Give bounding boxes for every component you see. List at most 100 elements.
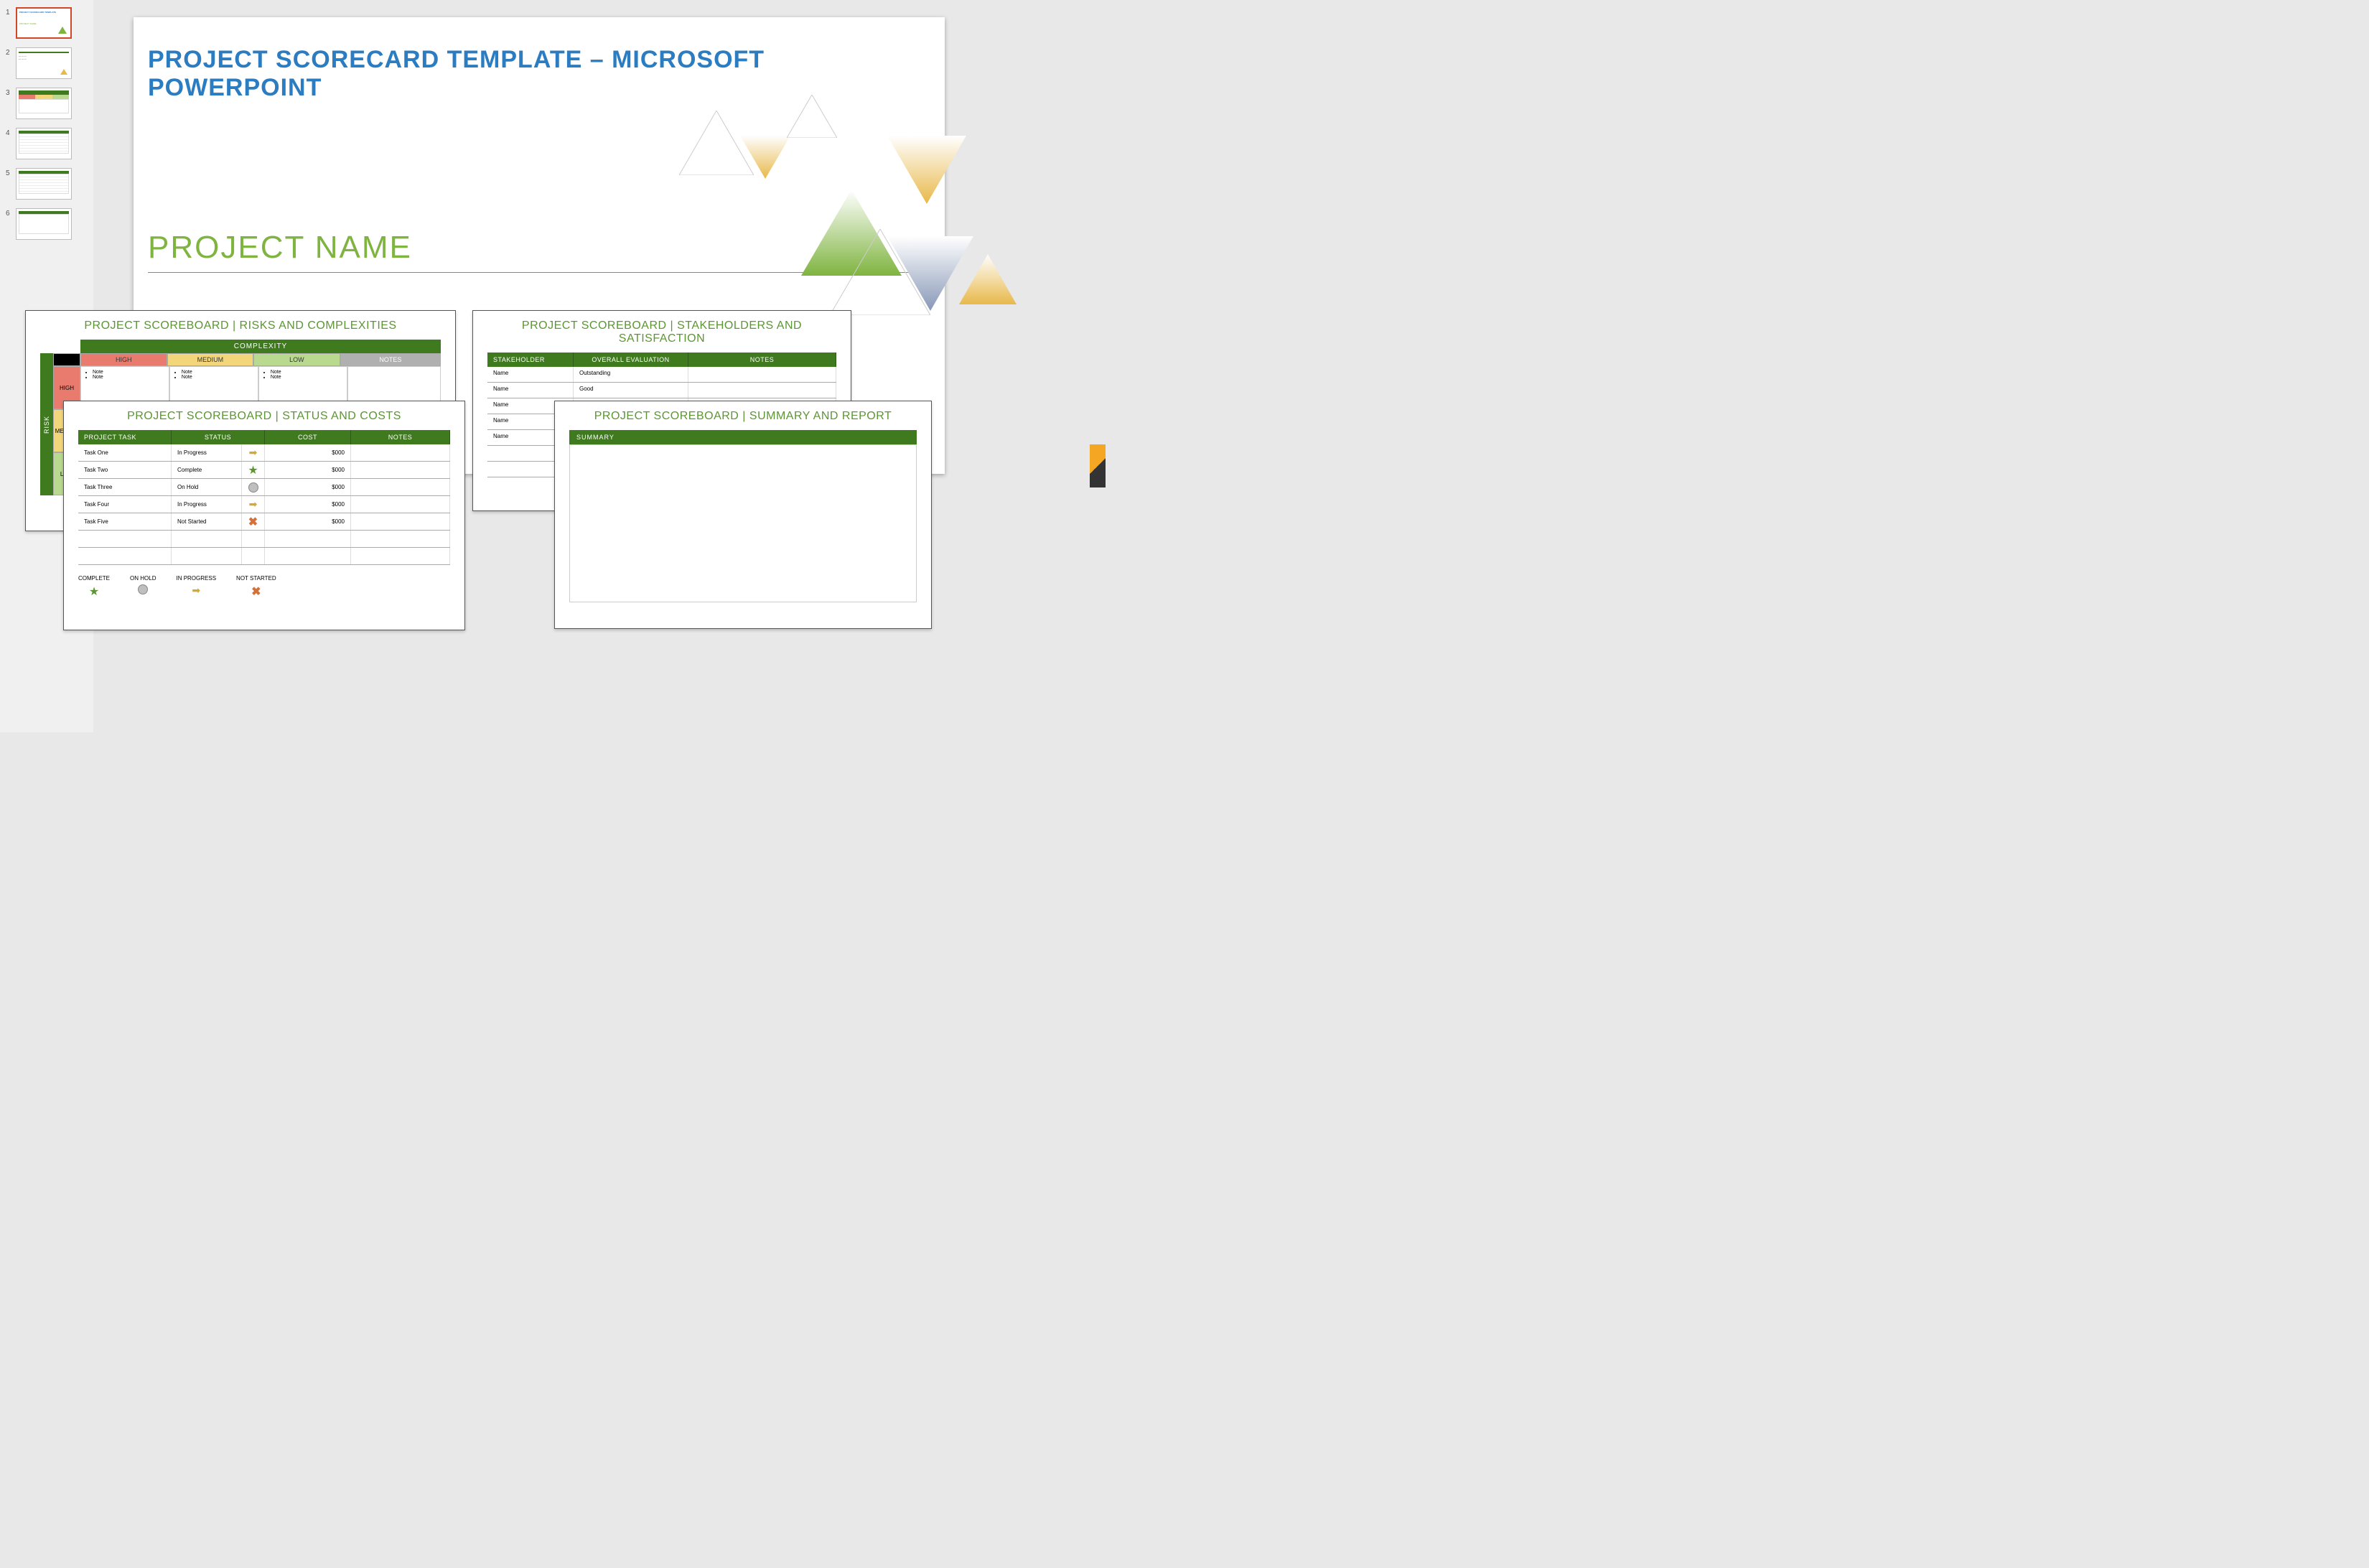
x-icon: ✖ <box>251 586 261 598</box>
task-cost: $000 <box>265 513 351 530</box>
thumb-number: 4 <box>6 128 16 137</box>
stakeholder-name: Name <box>487 367 574 382</box>
task-name: Task Two <box>78 462 172 478</box>
note-bullet: Note <box>182 375 253 380</box>
slide-thumbnail-6[interactable] <box>16 208 72 240</box>
thumb-number: 2 <box>6 47 16 57</box>
status-row[interactable]: Task FourIn Progress➡$000 <box>78 496 450 513</box>
task-cost: $000 <box>265 444 351 461</box>
summary-header: SUMMARY <box>569 430 917 444</box>
star-icon: ★ <box>89 586 99 598</box>
thumb-number: 6 <box>6 208 16 218</box>
legend-item: NOT STARTED ✖ <box>236 575 276 599</box>
stakeholder-name: Name <box>487 383 574 398</box>
thumb-number: 1 <box>6 7 16 17</box>
task-status: Complete <box>172 462 242 478</box>
status-title: PROJECT SCOREBOARD | STATUS AND COSTS <box>78 410 450 423</box>
slide-thumbnail-5[interactable] <box>16 168 72 200</box>
task-status: In Progress <box>172 496 242 513</box>
status-row[interactable]: Task TwoComplete ★ $000 <box>78 462 450 479</box>
col-header-high: HIGH <box>80 353 167 366</box>
legend-item: COMPLETE ★ <box>78 575 110 599</box>
legend-icon: ★ <box>89 584 99 599</box>
status-row-empty[interactable] <box>78 531 450 548</box>
task-status: In Progress <box>172 444 242 461</box>
header-stakeholder: STAKEHOLDER <box>487 353 574 367</box>
status-legend: COMPLETE ★ ON HOLD IN PROGRESS ➡ NOT STARTED ✖ <box>78 575 450 599</box>
triangle-decoration <box>959 254 1017 308</box>
stakeholders-header-row: STAKEHOLDER OVERALL EVALUATION NOTES <box>487 353 836 367</box>
thumb-number: 5 <box>6 168 16 177</box>
legend-label: IN PROGRESS <box>176 575 216 582</box>
summary-card: PROJECT SCOREBOARD | SUMMARY AND REPORT … <box>554 401 932 629</box>
stakeholder-row[interactable]: NameGood <box>487 383 836 398</box>
note-bullet: Note <box>182 370 253 375</box>
status-row-empty[interactable] <box>78 548 450 565</box>
header-evaluation: OVERALL EVALUATION <box>574 353 688 367</box>
legend-icon: ✖ <box>251 584 261 599</box>
note-bullet: Note <box>93 375 164 380</box>
task-status-icon: ✖ <box>242 513 265 530</box>
slide-thumbnail-3[interactable] <box>16 88 72 119</box>
task-cost: $000 <box>265 479 351 495</box>
task-cost: $000 <box>265 462 351 478</box>
header-status: STATUS <box>172 430 265 444</box>
triangle-decoration <box>679 111 754 179</box>
status-card: PROJECT SCOREBOARD | STATUS AND COSTS PR… <box>63 401 465 630</box>
stakeholder-notes[interactable] <box>688 367 836 382</box>
col-header-notes: NOTES <box>340 353 441 366</box>
task-notes[interactable] <box>351 479 450 495</box>
complexity-header: COMPLEXITY <box>80 340 441 353</box>
legend-label: COMPLETE <box>78 575 110 582</box>
status-header-row: PROJECT TASK STATUS COST NOTES <box>78 430 450 444</box>
task-status-icon: ➡ <box>242 444 265 461</box>
slide-thumbnail-1[interactable]: PROJECT SCORECARD TEMPLATEPROJECT NAME <box>16 7 72 39</box>
col-header-low: LOW <box>253 353 340 366</box>
task-status: Not Started <box>172 513 242 530</box>
slide-thumbnail-4[interactable] <box>16 128 72 159</box>
task-status-icon: ★ <box>242 462 265 478</box>
circle-icon <box>248 482 258 493</box>
note-bullet: Note <box>271 375 342 380</box>
col-header-medium: MEDIUM <box>167 353 254 366</box>
legend-icon <box>138 584 148 596</box>
note-bullet: Note <box>93 370 164 375</box>
task-status-icon <box>242 479 265 495</box>
header-cost: COST <box>265 430 351 444</box>
task-name: Task One <box>78 444 172 461</box>
stakeholder-eval: Outstanding <box>574 367 688 382</box>
project-name: PROJECT NAME <box>148 230 412 266</box>
arrow-icon: ➡ <box>249 447 258 459</box>
task-notes[interactable] <box>351 496 450 513</box>
stakeholder-eval: Good <box>574 383 688 398</box>
task-name: Task Five <box>78 513 172 530</box>
task-notes[interactable] <box>351 462 450 478</box>
legend-label: ON HOLD <box>130 575 156 582</box>
status-row[interactable]: Task ThreeOn Hold $000 <box>78 479 450 496</box>
header-notes: NOTES <box>688 353 836 367</box>
task-notes[interactable] <box>351 513 450 530</box>
header-task: PROJECT TASK <box>78 430 172 444</box>
task-name: Task Three <box>78 479 172 495</box>
risks-title: PROJECT SCOREBOARD | RISKS AND COMPLEXIT… <box>40 319 441 332</box>
star-icon: ★ <box>248 463 258 477</box>
task-status: On Hold <box>172 479 242 495</box>
stakeholder-row[interactable]: NameOutstanding <box>487 367 836 383</box>
stakeholder-notes[interactable] <box>688 383 836 398</box>
triangle-decoration <box>787 95 837 141</box>
risk-corner-cell <box>53 353 80 366</box>
arrow-icon: ➡ <box>192 584 200 596</box>
header-notes: NOTES <box>351 430 450 444</box>
status-row[interactable]: Task FiveNot Started✖$000 <box>78 513 450 531</box>
main-title: PROJECT SCORECARD TEMPLATE – MICROSOFT P… <box>134 17 945 102</box>
legend-label: NOT STARTED <box>236 575 276 582</box>
summary-body[interactable] <box>569 444 917 602</box>
risk-axis-label: RISK <box>40 353 53 495</box>
status-row[interactable]: Task OneIn Progress ➡ $000 <box>78 444 450 462</box>
summary-title: PROJECT SCOREBOARD | SUMMARY AND REPORT <box>569 410 917 423</box>
task-status-icon: ➡ <box>242 496 265 513</box>
orange-accent-decoration <box>1090 444 1106 487</box>
task-notes[interactable] <box>351 444 450 461</box>
slide-thumbnail-2[interactable]: — — —— — — <box>16 47 72 79</box>
triangle-decoration <box>887 136 966 207</box>
